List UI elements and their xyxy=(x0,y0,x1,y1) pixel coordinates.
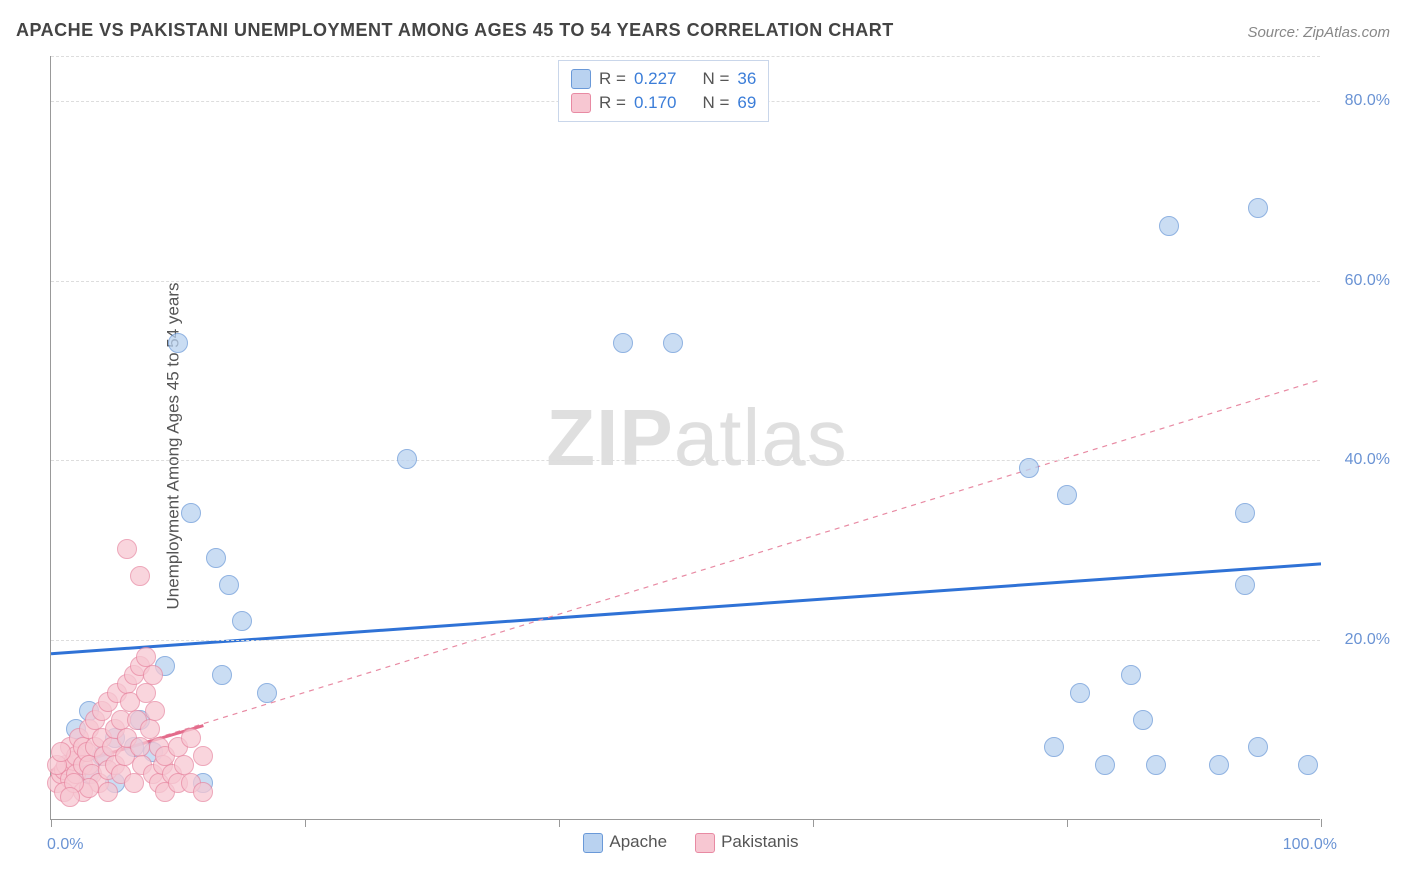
x-tick xyxy=(305,819,306,827)
data-point xyxy=(1019,458,1039,478)
y-tick-label: 80.0% xyxy=(1345,92,1390,110)
data-point xyxy=(136,647,156,667)
watermark-bold: ZIP xyxy=(546,393,673,482)
legend-correlation-row: R = 0.170 N = 69 xyxy=(571,91,756,115)
x-tick xyxy=(559,819,560,827)
data-point xyxy=(193,746,213,766)
legend-n-label: N = xyxy=(702,69,729,89)
legend-series: Apache Pakistanis xyxy=(583,832,798,853)
data-point xyxy=(663,333,683,353)
data-point xyxy=(181,728,201,748)
data-point xyxy=(1159,216,1179,236)
plot-area: ZIPatlas 20.0%40.0%60.0%80.0%0.0%100.0% xyxy=(50,56,1320,820)
legend-series-label: Pakistanis xyxy=(721,832,798,851)
legend-r-value: 0.170 xyxy=(634,93,677,113)
legend-correlation-row: R = 0.227 N = 36 xyxy=(571,67,756,91)
x-tick xyxy=(1067,819,1068,827)
data-point xyxy=(1133,710,1153,730)
legend-n-value: 69 xyxy=(737,93,756,113)
data-point xyxy=(1235,575,1255,595)
data-point xyxy=(1121,665,1141,685)
data-point xyxy=(143,665,163,685)
data-point xyxy=(232,611,252,631)
x-tick xyxy=(51,819,52,827)
legend-n-label: N = xyxy=(702,93,729,113)
data-point xyxy=(397,449,417,469)
data-point xyxy=(219,575,239,595)
gridline xyxy=(51,460,1320,461)
gridline xyxy=(51,640,1320,641)
legend-r-label: R = xyxy=(599,69,626,89)
regression-line xyxy=(51,380,1321,771)
legend-correlation-box: R = 0.227 N = 36 R = 0.170 N = 69 xyxy=(558,60,769,122)
y-tick-label: 60.0% xyxy=(1345,272,1390,290)
data-point xyxy=(98,782,118,802)
data-point xyxy=(1070,683,1090,703)
data-point xyxy=(257,683,277,703)
data-point xyxy=(1235,503,1255,523)
legend-series-item: Apache xyxy=(583,832,667,853)
data-point xyxy=(193,782,213,802)
chart-title: APACHE VS PAKISTANI UNEMPLOYMENT AMONG A… xyxy=(16,20,894,41)
data-point xyxy=(168,333,188,353)
data-point xyxy=(1248,737,1268,757)
legend-r-label: R = xyxy=(599,93,626,113)
x-tick xyxy=(1321,819,1322,827)
y-tick-label: 40.0% xyxy=(1345,451,1390,469)
y-tick-label: 20.0% xyxy=(1345,631,1390,649)
legend-swatch xyxy=(695,833,715,853)
data-point xyxy=(51,742,71,762)
data-point xyxy=(130,566,150,586)
data-point xyxy=(1057,485,1077,505)
legend-series-label: Apache xyxy=(609,832,667,851)
data-point xyxy=(130,737,150,757)
data-point xyxy=(1044,737,1064,757)
data-point xyxy=(124,773,144,793)
data-point xyxy=(1146,755,1166,775)
data-point xyxy=(136,683,156,703)
legend-n-value: 36 xyxy=(737,69,756,89)
x-tick-label: 0.0% xyxy=(47,836,83,854)
gridline xyxy=(51,281,1320,282)
legend-swatch xyxy=(583,833,603,853)
watermark: ZIPatlas xyxy=(546,392,847,484)
legend-swatch xyxy=(571,93,591,113)
data-point xyxy=(1298,755,1318,775)
legend-series-item: Pakistanis xyxy=(695,832,798,853)
data-point xyxy=(174,755,194,775)
data-point xyxy=(140,719,160,739)
watermark-light: atlas xyxy=(674,393,848,482)
source-attribution: Source: ZipAtlas.com xyxy=(1247,24,1390,41)
x-tick xyxy=(813,819,814,827)
x-tick-label: 100.0% xyxy=(1267,836,1337,854)
data-point xyxy=(212,665,232,685)
data-point xyxy=(145,701,165,721)
legend-swatch xyxy=(571,69,591,89)
data-point xyxy=(206,548,226,568)
data-point xyxy=(1248,198,1268,218)
legend-r-value: 0.227 xyxy=(634,69,677,89)
data-point xyxy=(613,333,633,353)
gridline xyxy=(51,56,1320,57)
data-point xyxy=(1095,755,1115,775)
data-point xyxy=(181,503,201,523)
data-point xyxy=(117,539,137,559)
data-point xyxy=(1209,755,1229,775)
regression-lines-svg xyxy=(51,56,1321,820)
data-point xyxy=(60,787,80,807)
